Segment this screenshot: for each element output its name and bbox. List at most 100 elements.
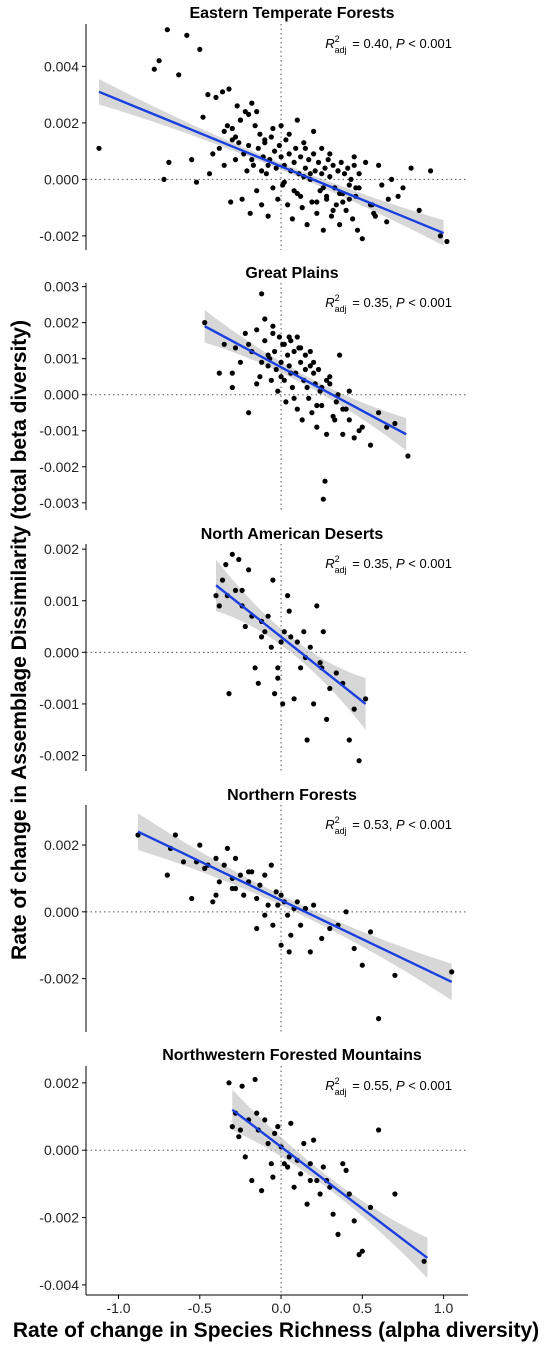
data-point	[333, 399, 339, 405]
data-point	[265, 902, 271, 908]
data-point	[164, 872, 170, 878]
x-tick-label: -1.0	[106, 1300, 130, 1316]
data-point	[356, 758, 362, 764]
data-point	[314, 402, 320, 409]
data-point	[351, 945, 357, 952]
data-point	[306, 395, 312, 401]
data-point	[226, 691, 232, 697]
data-point	[229, 1124, 235, 1130]
data-point	[246, 341, 252, 347]
data-point	[324, 716, 330, 723]
data-point	[376, 1127, 382, 1133]
data-point	[265, 613, 271, 619]
data-point	[286, 608, 292, 614]
data-point	[298, 359, 304, 365]
data-point	[200, 114, 206, 120]
data-point	[259, 359, 265, 365]
data-point	[314, 603, 320, 609]
data-point	[229, 125, 235, 132]
data-point	[268, 1161, 274, 1167]
data-point	[270, 185, 276, 191]
data-point	[320, 1164, 326, 1170]
data-point	[283, 137, 289, 143]
data-point	[309, 199, 315, 205]
data-point	[213, 593, 219, 599]
data-point	[354, 227, 361, 233]
y-tick-label: 0.004	[44, 58, 79, 74]
data-point	[288, 932, 294, 938]
data-point	[221, 162, 227, 168]
data-point	[270, 125, 276, 132]
data-point	[254, 188, 260, 194]
data-point	[333, 670, 339, 676]
data-point	[363, 159, 369, 165]
data-point	[307, 363, 313, 369]
data-point	[328, 213, 335, 219]
y-tick-label: -0.003	[39, 495, 79, 511]
data-point	[276, 142, 282, 149]
data-point	[224, 845, 230, 852]
data-point	[275, 902, 281, 908]
panel-1: Eastern Temperate Forests -0.002 0.000 0.00…	[39, 5, 468, 250]
data-point	[259, 291, 265, 297]
data-point	[221, 341, 227, 347]
data-point	[301, 629, 307, 635]
panel-title: Northwestern Forested Mountains	[162, 1047, 422, 1064]
data-point	[270, 577, 276, 583]
panel-3: North American Deserts -0.002 -0.001 0.000 0…	[39, 526, 468, 771]
regression-line	[98, 90, 445, 235]
y-tick-label: -0.002	[39, 228, 79, 244]
data-point	[307, 1161, 313, 1167]
data-point	[262, 1117, 268, 1123]
data-point	[392, 972, 398, 978]
data-point	[286, 334, 292, 340]
data-point	[278, 123, 284, 129]
data-point	[270, 1174, 276, 1180]
data-point	[291, 1184, 297, 1190]
data-point	[210, 899, 216, 905]
data-point	[239, 1083, 245, 1089]
data-point	[302, 165, 308, 171]
data-point	[255, 680, 261, 686]
data-point	[246, 142, 252, 149]
data-point	[255, 145, 261, 151]
data-point	[244, 168, 250, 174]
data-point	[270, 323, 276, 329]
y-tick-label: -0.001	[39, 423, 79, 439]
data-point	[301, 1140, 307, 1147]
panels-group: Eastern Temperate Forests-0.0020.0000.00…	[39, 5, 468, 1316]
data-point	[449, 969, 455, 975]
data-point	[278, 374, 284, 380]
data-point	[291, 188, 297, 194]
data-point	[311, 359, 317, 365]
data-point	[249, 1177, 255, 1184]
data-point	[314, 199, 320, 205]
stats-annotation: R2 adj = 0.53, P < 0.001	[325, 815, 452, 836]
data-point	[180, 859, 187, 865]
data-point	[311, 701, 317, 707]
y-tick-label: -0.002	[39, 1210, 79, 1226]
data-point	[299, 417, 305, 423]
data-point	[259, 202, 265, 208]
data-point	[367, 442, 374, 448]
data-point	[307, 644, 313, 650]
data-point	[270, 330, 276, 336]
data-point	[263, 171, 269, 177]
data-point	[389, 176, 395, 182]
data-point	[281, 179, 287, 185]
data-point	[189, 157, 195, 163]
data-point	[327, 925, 333, 932]
data-point	[246, 869, 252, 875]
data-point	[392, 420, 398, 427]
data-point	[327, 685, 333, 692]
y-tick-label: 0.000	[44, 644, 79, 660]
data-point	[306, 157, 312, 163]
data-point	[351, 1218, 357, 1224]
data-point	[337, 352, 343, 358]
data-point	[346, 182, 352, 188]
data-point	[346, 417, 352, 423]
data-point	[312, 168, 318, 174]
data-point	[278, 892, 284, 898]
data-point	[254, 109, 260, 115]
